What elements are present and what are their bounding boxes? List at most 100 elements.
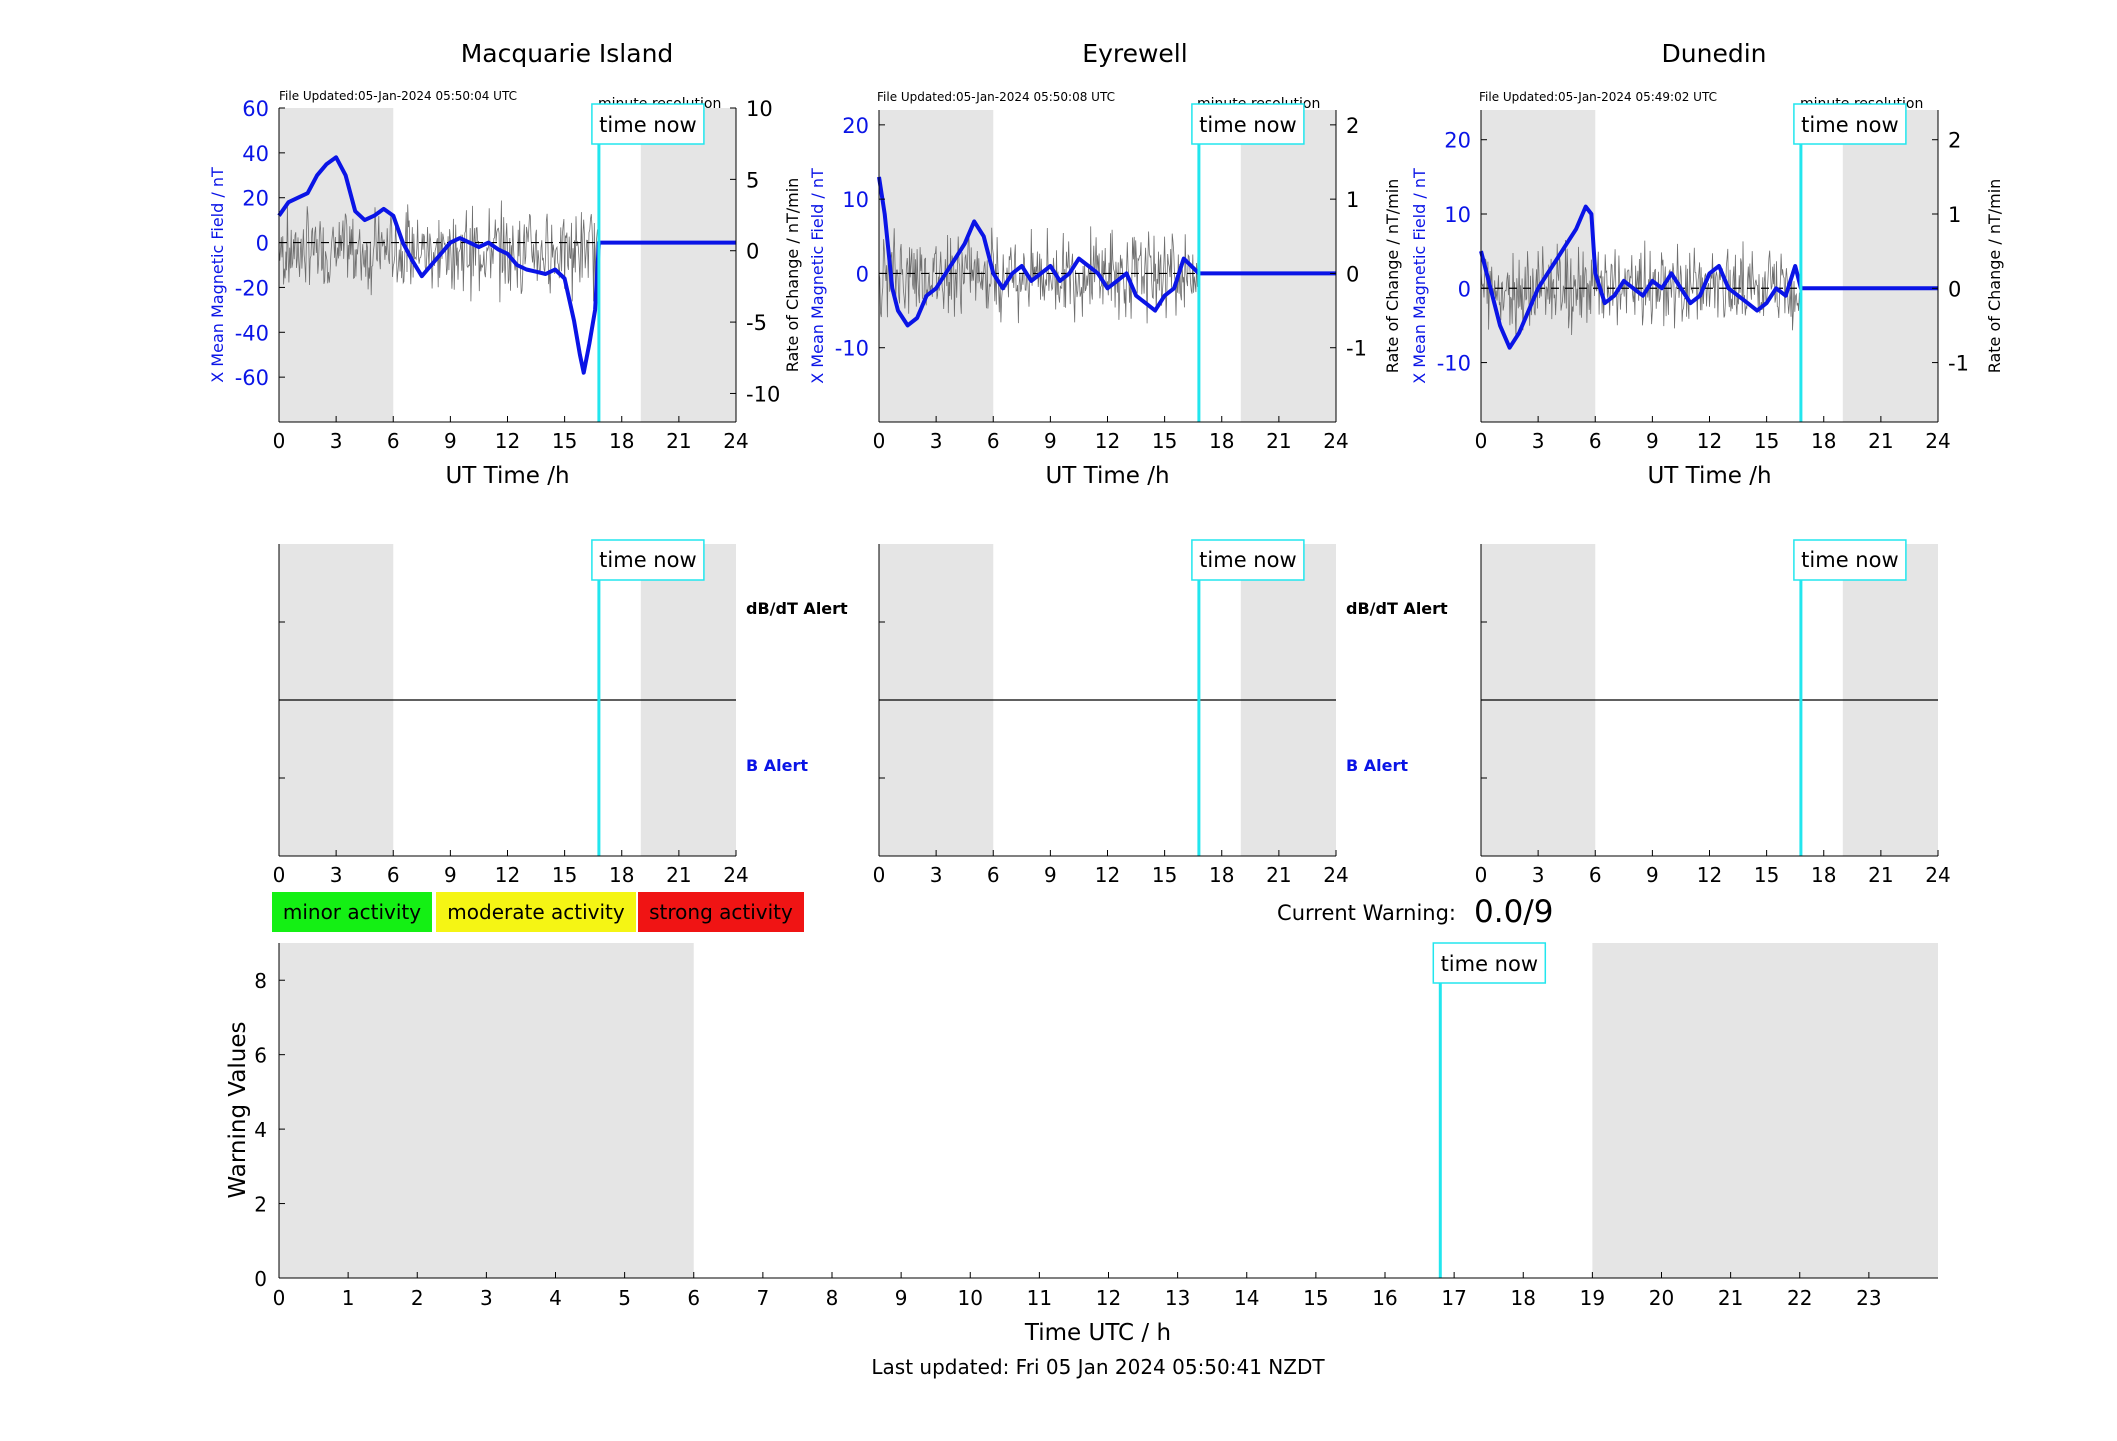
b-field-series-line — [277, 155, 736, 375]
legend-minor-label: minor activity — [283, 900, 421, 924]
dbdt-alert-label: dB/dT Alert — [1346, 599, 1448, 618]
time-now-box — [1191, 539, 1305, 581]
right-y-tick-label: 2 — [1948, 129, 1961, 153]
x-tick-label: 12 — [1095, 863, 1120, 887]
x-tick-label: 12 — [495, 429, 520, 453]
x-tick-label: 12 — [1096, 1286, 1121, 1310]
time-now-box — [591, 103, 705, 145]
x-tick-label: 24 — [1925, 429, 1950, 453]
y-tick-label: 0 — [254, 1267, 267, 1291]
x-tick-label: 18 — [609, 429, 634, 453]
x-tick-label: 12 — [1095, 429, 1120, 453]
x-tick-label: 15 — [552, 429, 577, 453]
x-tick-label: 15 — [1152, 429, 1177, 453]
x-tick-label: 15 — [1303, 1286, 1328, 1310]
x-tick-label: 11 — [1027, 1286, 1052, 1310]
alert-panel-1: time now 0 3 6 9 12 15 18 21 24 dB/dT Alert B Alert — [873, 539, 1448, 887]
right-y-axis-label: Rate of Change / nT/min — [1985, 179, 2004, 374]
time-now-label: time now — [599, 113, 696, 137]
x-tick-label: 6 — [387, 863, 400, 887]
x-tick-label: 21 — [666, 863, 691, 887]
right-y-tick-label: -10 — [746, 382, 780, 406]
time-now-label: time now — [599, 548, 696, 572]
right-y-axis-label: Rate of Change / nT/min — [1383, 179, 1402, 374]
x-tick-label: 9 — [1044, 863, 1057, 887]
left-y-tick-label: -10 — [1437, 352, 1471, 376]
time-now-box — [1191, 103, 1305, 145]
x-tick-label: 21 — [666, 429, 691, 453]
legend-strong-label: strong activity — [649, 900, 793, 924]
last-updated: Last updated: Fri 05 Jan 2024 05:50:41 N… — [871, 1355, 1325, 1379]
night-shading — [1592, 943, 1938, 1278]
left-y-axis-label: X Mean Magnetic Field / nT — [808, 168, 827, 384]
x-tick-label: 6 — [1589, 429, 1602, 453]
x-tick-label: 15 — [1152, 863, 1177, 887]
right-y-tick-label: 1 — [1948, 203, 1961, 227]
left-y-tick-label: -10 — [835, 337, 869, 361]
x-tick-label: 15 — [1754, 863, 1779, 887]
station-panel-0: time now 0 3 6 9 12 15 18 21 24 UT Time /h 60 40 20 0 -… — [208, 97, 802, 489]
rate-of-change-trace — [1480, 239, 1802, 340]
dbdt-alert-label: dB/dT Alert — [746, 599, 848, 618]
time-now-label: time now — [1441, 952, 1538, 976]
left-y-tick-label: 10 — [1444, 203, 1471, 227]
x-axis-label: UT Time /h — [445, 463, 569, 489]
x-tick-label: 13 — [1165, 1286, 1190, 1310]
right-y-tick-label: 10 — [746, 97, 773, 121]
x-tick-label: 0 — [273, 429, 286, 453]
alert-panel-0: time now 0 3 6 9 12 15 18 21 24 dB/dT Alert B Alert — [273, 539, 848, 887]
x-tick-label: 21 — [1868, 863, 1893, 887]
right-y-tick-label: -1 — [1346, 337, 1367, 361]
left-y-tick-label: 20 — [242, 187, 269, 211]
x-tick-label: 6 — [387, 429, 400, 453]
right-y-tick-label: 0 — [746, 240, 759, 264]
file-updated-eyrewell: File Updated:05-Jan-2024 05:50:08 UTC — [877, 90, 1115, 104]
x-tick-label: 22 — [1787, 1286, 1812, 1310]
x-tick-label: 21 — [1868, 429, 1893, 453]
time-now-label: time now — [1199, 548, 1296, 572]
current-warning-label: Current Warning: — [1277, 901, 1456, 925]
b-field-series-line — [1479, 204, 1938, 350]
x-tick-label: 18 — [1511, 1286, 1536, 1310]
x-tick-label: 3 — [480, 1286, 493, 1310]
legend-minor-swatch — [272, 892, 432, 932]
x-tick-label: 24 — [1925, 863, 1950, 887]
night-shading — [1842, 110, 1938, 422]
left-y-tick-label: 40 — [242, 142, 269, 166]
x-tick-label: 18 — [1811, 429, 1836, 453]
x-tick-label: 5 — [618, 1286, 631, 1310]
left-y-tick-label: 20 — [1444, 129, 1471, 153]
x-axis-label: UT Time /h — [1647, 463, 1771, 489]
y-axis-label: Warning Values — [225, 1021, 251, 1198]
left-y-tick-label: -20 — [235, 276, 269, 300]
x-tick-label: 4 — [549, 1286, 562, 1310]
left-y-tick-label: 0 — [856, 262, 869, 286]
x-axis-label: UT Time /h — [1045, 463, 1169, 489]
time-now-label: time now — [1801, 113, 1898, 137]
x-tick-label: 21 — [1266, 429, 1291, 453]
x-tick-label: 8 — [826, 1286, 839, 1310]
panel-title-macquarie: Macquarie Island — [461, 39, 674, 68]
x-tick-label: 10 — [958, 1286, 983, 1310]
x-tick-label: 6 — [687, 1286, 700, 1310]
panel-title-eyrewell: Eyrewell — [1082, 39, 1187, 68]
right-y-tick-label: 5 — [746, 168, 759, 192]
x-tick-label: 20 — [1649, 1286, 1674, 1310]
time-now-label: time now — [1801, 548, 1898, 572]
x-tick-label: 9 — [895, 1286, 908, 1310]
night-shading — [640, 108, 736, 422]
right-y-tick-label: 1 — [1346, 188, 1359, 212]
alert-panel-2: time now 0 3 6 9 12 15 18 21 24 — [1475, 539, 1951, 887]
file-updated-dunedin: File Updated:05-Jan-2024 05:49:02 UTC — [1479, 90, 1717, 104]
b-alert-label: B Alert — [746, 756, 808, 775]
left-y-axis-label: X Mean Magnetic Field / nT — [208, 167, 227, 383]
x-tick-label: 12 — [495, 863, 520, 887]
x-tick-label: 6 — [1589, 863, 1602, 887]
time-now-box — [1432, 942, 1547, 984]
time-now-box — [1793, 103, 1907, 145]
y-tick-label: 4 — [254, 1118, 267, 1142]
left-y-axis-label: X Mean Magnetic Field / nT — [1410, 168, 1429, 384]
